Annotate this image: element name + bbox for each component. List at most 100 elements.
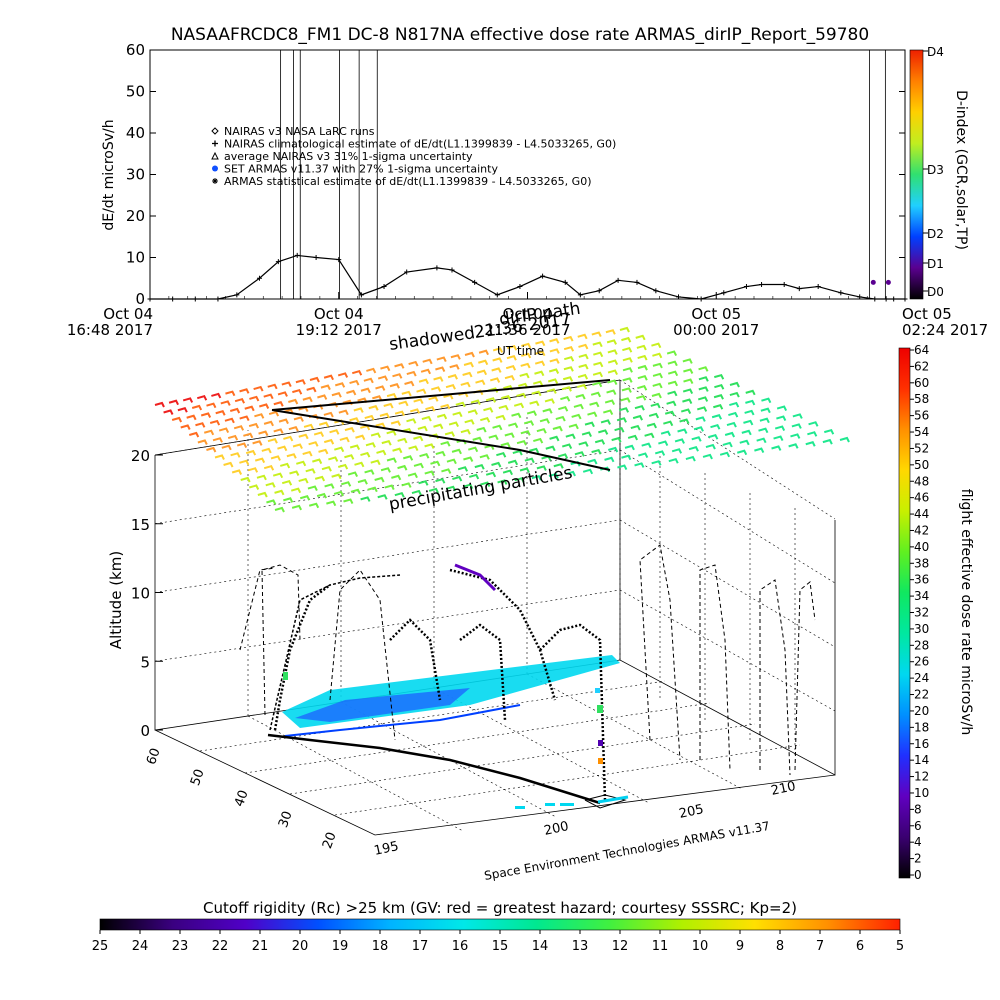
altitude-ticks: 0 5 10 15 20 (131, 447, 163, 740)
d-index-ticks: D0 D1 D2 D3 D4 (923, 45, 944, 299)
particle-mark (627, 434, 639, 441)
particle-mark (309, 376, 320, 383)
particle-mark (445, 485, 457, 492)
particle-mark (457, 466, 469, 472)
particle-mark (531, 474, 542, 481)
particle-mark (316, 492, 328, 499)
particle-mark (407, 472, 418, 479)
altitude-gridline (154, 519, 621, 593)
particle-mark (281, 381, 292, 387)
particle-mark (531, 390, 542, 397)
particle-mark (428, 487, 439, 494)
particle-mark (464, 351, 475, 358)
dose-point (743, 284, 749, 290)
particle-mark (380, 467, 391, 473)
particle-mark (614, 427, 625, 433)
particle-mark (702, 453, 713, 460)
particle-mark (582, 468, 594, 475)
particle-mark (386, 392, 397, 399)
particle-mark (741, 429, 752, 436)
dose-tick-label: 34 (914, 589, 929, 603)
particle-mark (420, 368, 431, 375)
dose-point (562, 279, 568, 285)
cutoff-tick-label: 11 (652, 939, 669, 954)
dose-rate-panel: NASAAFRCDC8_FM1 DC-8 N817NA effective do… (67, 25, 988, 339)
particle-mark (646, 422, 657, 429)
particle-mark (729, 391, 740, 398)
particle-mark (215, 410, 226, 416)
particle-mark (245, 449, 257, 456)
dose-point (234, 292, 240, 298)
particle-mark (273, 401, 284, 407)
particle-mark (444, 431, 455, 437)
particle-mark (375, 385, 386, 391)
particle-mark (375, 422, 386, 429)
particle-mark (344, 426, 355, 433)
particle-mark (254, 413, 265, 419)
particle-mark (773, 435, 784, 441)
particle-mark (664, 410, 676, 417)
dose-point (381, 284, 387, 290)
particle-mark (390, 420, 401, 426)
dose-point (902, 296, 908, 302)
particle-mark (674, 438, 685, 444)
particle-mark (402, 455, 414, 461)
particle-mark (563, 366, 574, 372)
particle-mark (535, 340, 546, 347)
particle-mark (349, 379, 360, 386)
particle-mark (760, 407, 771, 414)
particle-mark (295, 379, 306, 385)
particle-mark (343, 498, 354, 504)
particle-mark (305, 468, 316, 474)
particle-mark (196, 394, 208, 401)
particle-mark (607, 379, 618, 386)
dose-point (815, 284, 821, 290)
particle-mark (514, 477, 525, 483)
cutoff-tick-label: 23 (172, 939, 189, 954)
particle-mark (501, 394, 512, 401)
d-index-tick-label: D2 (927, 227, 944, 241)
particle-mark (618, 407, 630, 413)
longitude-tick-label: 195 (373, 839, 400, 859)
particle-mark (197, 439, 208, 445)
particle-mark (774, 425, 786, 432)
dose-tick-label: 24 (914, 671, 929, 685)
d-index-marker (885, 279, 891, 285)
particle-mark (413, 398, 424, 405)
particle-mark (624, 444, 635, 451)
dose-point (449, 267, 455, 273)
particle-mark (391, 474, 402, 481)
particle-mark (652, 372, 663, 379)
legend-symbol-blue-dot (212, 165, 218, 172)
particle-mark (416, 388, 427, 395)
particle-mark (397, 437, 408, 444)
particle-mark (346, 389, 357, 396)
particle-mark (587, 411, 598, 418)
cutoff-tick-label: 9 (736, 939, 744, 954)
dose-point (721, 290, 727, 296)
particle-mark (679, 418, 690, 425)
particle-mark (520, 362, 531, 369)
altitude-gridline-right (619, 519, 836, 648)
dose-point (275, 259, 281, 265)
y-tick-label: 60 (126, 41, 145, 59)
particle-mark (384, 484, 395, 491)
particle-mark (558, 405, 569, 412)
particle-mark (651, 460, 662, 466)
particle-mark (318, 448, 329, 455)
particle-mark (329, 429, 340, 435)
particle-mark (529, 400, 540, 407)
cutoff-tick-label: 20 (292, 939, 309, 954)
particle-mark (641, 442, 652, 449)
particle-mark (562, 376, 574, 382)
particle-mark (492, 347, 504, 353)
particle-mark (728, 411, 739, 418)
particle-mark (711, 414, 723, 420)
particle-mark (552, 425, 563, 432)
particle-mark (337, 463, 349, 470)
particle-mark (536, 465, 547, 471)
particle-mark (154, 401, 165, 408)
x-tick-time: 21:36 2017 (484, 321, 570, 339)
x-tick-date: Oct 04 (103, 305, 153, 323)
